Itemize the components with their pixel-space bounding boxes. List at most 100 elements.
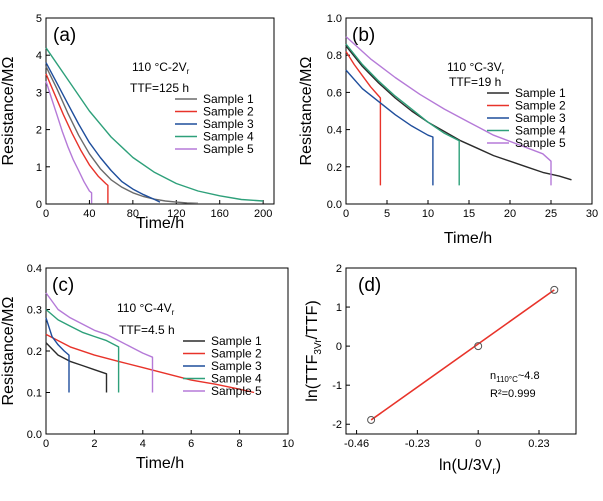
plot-frame-a (45, 17, 275, 205)
data-point (367, 415, 376, 424)
x-tick-label-b: 30 (586, 208, 598, 220)
legend-label-b: Sample 1 (515, 86, 566, 100)
data-point (474, 342, 483, 351)
y-tick-label-c: 0.1 (27, 388, 42, 400)
series-line-c-sample-3 (45, 317, 70, 393)
series-line-b-sample-4 (345, 43, 460, 186)
legend-label-a: Sample 5 (203, 142, 254, 156)
x-tick-label-d: -0.46 (344, 438, 369, 450)
x-tick-label-c: 0 (43, 438, 49, 450)
y-axis-label-a: Resistance/MΩ (0, 57, 17, 166)
x-tick-label-c: 6 (188, 438, 194, 450)
y-tick-label-a: 3 (36, 87, 42, 99)
annotation-r2: R²=0.999 (490, 388, 536, 400)
legend-label-a: Sample 3 (203, 117, 254, 131)
x-tick-label-b: 5 (384, 208, 390, 220)
annotation-n: n110°C~4.8 (490, 370, 540, 384)
legend-label-b: Sample 5 (515, 136, 566, 150)
x-tick-label-b: 20 (504, 208, 516, 220)
x-tick-label-d: 0.23 (528, 438, 549, 450)
legend-label-c: Sample 3 (211, 359, 262, 373)
panel-d: -0.46 -0.23 0 0.23 -2 -1 0 1 2 (d) n110°C~4.8 R²… (304, 263, 577, 477)
x-axis-label-c: Time/h (136, 455, 184, 472)
y-tick-label-b: 0.0 (327, 199, 342, 211)
x-tick-label-c: 4 (140, 438, 146, 450)
legend-label-a: Sample 2 (203, 105, 254, 119)
series-line-c-sample-4 (45, 308, 120, 393)
series-line-a-sample-1 (45, 66, 199, 204)
ttf-label-a: TTF=125 h (130, 81, 189, 95)
x-tick-label-b: 0 (343, 208, 349, 220)
y-tick-label-c: 0.0 (27, 429, 42, 441)
y-tick-label-d: 1 (336, 302, 342, 314)
x-tick-label-a: 0 (43, 208, 49, 220)
series-line-b-sample-2 (345, 51, 382, 186)
y-tick-label-d: 2 (336, 263, 342, 275)
condition-label-a: 110 °C-2Vr (132, 60, 190, 76)
legend-label-b: Sample 2 (515, 99, 566, 113)
y-tick-label-b: 0.4 (327, 125, 342, 137)
y-axis-label-c: Resistance/MΩ (0, 297, 17, 406)
legend-label-b: Sample 4 (515, 124, 566, 138)
x-tick-label-a: 80 (127, 208, 139, 220)
y-tick-label-a: 4 (36, 50, 42, 62)
y-tick-label-d: 0 (336, 341, 342, 353)
series-line-b-sample-1 (345, 45, 572, 181)
x-tick-label-b: 10 (422, 208, 434, 220)
x-tick-label-a: 200 (254, 208, 272, 220)
y-tick-label-c: 0.3 (27, 305, 42, 317)
series-line-a-sample-2 (45, 73, 109, 204)
legend-label-c: Sample 5 (211, 384, 262, 398)
condition-label-c: 110 °C-4Vr (117, 301, 175, 317)
x-tick-label-c: 2 (91, 438, 97, 450)
series-line-b-sample-3 (345, 69, 434, 186)
x-tick-label-c: 10 (282, 438, 294, 450)
series-line-c-sample-1 (45, 342, 108, 393)
panel-label-c: (c) (52, 275, 74, 296)
ttf-label-b: TTF=19 h (449, 75, 501, 89)
legend-label-a: Sample 4 (203, 130, 254, 144)
y-tick-label-b: 0.2 (327, 162, 342, 174)
panel-label-b: (b) (352, 25, 375, 46)
panel-b: 0 5 10 15 20 25 30 0.0 0.2 0.4 0.6 0.8 1.0 (b) 110 °… (298, 13, 598, 247)
y-tick-label-d: -2 (332, 419, 342, 431)
x-tick-label-a: 120 (167, 208, 185, 220)
series-line-a-sample-5 (45, 80, 93, 204)
panel-c: 0 2 4 6 8 10 0.0 0.1 0.2 0.3 0.4 (c) 110 °C-4Vr TT… (0, 263, 294, 472)
x-tick-label-a: 40 (83, 208, 95, 220)
series-line-a-sample-4 (45, 47, 264, 202)
panel-label-d: (d) (358, 275, 381, 296)
y-tick-label-a: 1 (36, 162, 42, 174)
x-tick-label-b: 15 (463, 208, 475, 220)
series-line-b-sample-5 (345, 36, 552, 186)
plot-frame-d (345, 267, 577, 435)
legend-label-b: Sample 3 (515, 111, 566, 125)
panel-a: 0 40 80 120 160 200 0 1 2 3 4 5 (a) 110 °C-2Vr TTF=… (0, 13, 275, 232)
y-tick-label-b: 0.8 (327, 50, 342, 62)
legend-label-c: Sample 1 (211, 334, 262, 348)
x-axis-label-a: Time/h (136, 215, 184, 232)
y-tick-label-d: -1 (332, 380, 342, 392)
y-tick-label-c: 0.4 (27, 263, 42, 275)
y-axis-label-b: Resistance/MΩ (298, 57, 315, 166)
x-tick-label-a: 160 (211, 208, 229, 220)
data-point (550, 285, 559, 294)
x-axis-label-b: Time/h (444, 230, 492, 247)
x-tick-label-b: 25 (545, 208, 557, 220)
legend-label-c: Sample 4 (211, 372, 262, 386)
fit-line (370, 289, 555, 421)
panel-label-a: (a) (53, 25, 76, 46)
x-tick-label-d: -0.23 (405, 438, 430, 450)
series-line-a-sample-3 (45, 62, 161, 203)
x-tick-label-d: 0 (475, 438, 481, 450)
y-tick-label-b: 0.6 (327, 87, 342, 99)
x-tick-label-c: 8 (237, 438, 243, 450)
condition-label-b: 110 °C-3Vr (447, 60, 505, 76)
y-tick-label-a: 5 (36, 13, 42, 25)
y-tick-label-b: 1.0 (327, 13, 342, 25)
y-axis-label-d: ln(TTF3Vr/TTF) (304, 300, 324, 401)
y-tick-label-a: 0 (36, 199, 42, 211)
series-line-c-sample-5 (45, 292, 154, 393)
y-tick-label-a: 2 (36, 125, 42, 137)
